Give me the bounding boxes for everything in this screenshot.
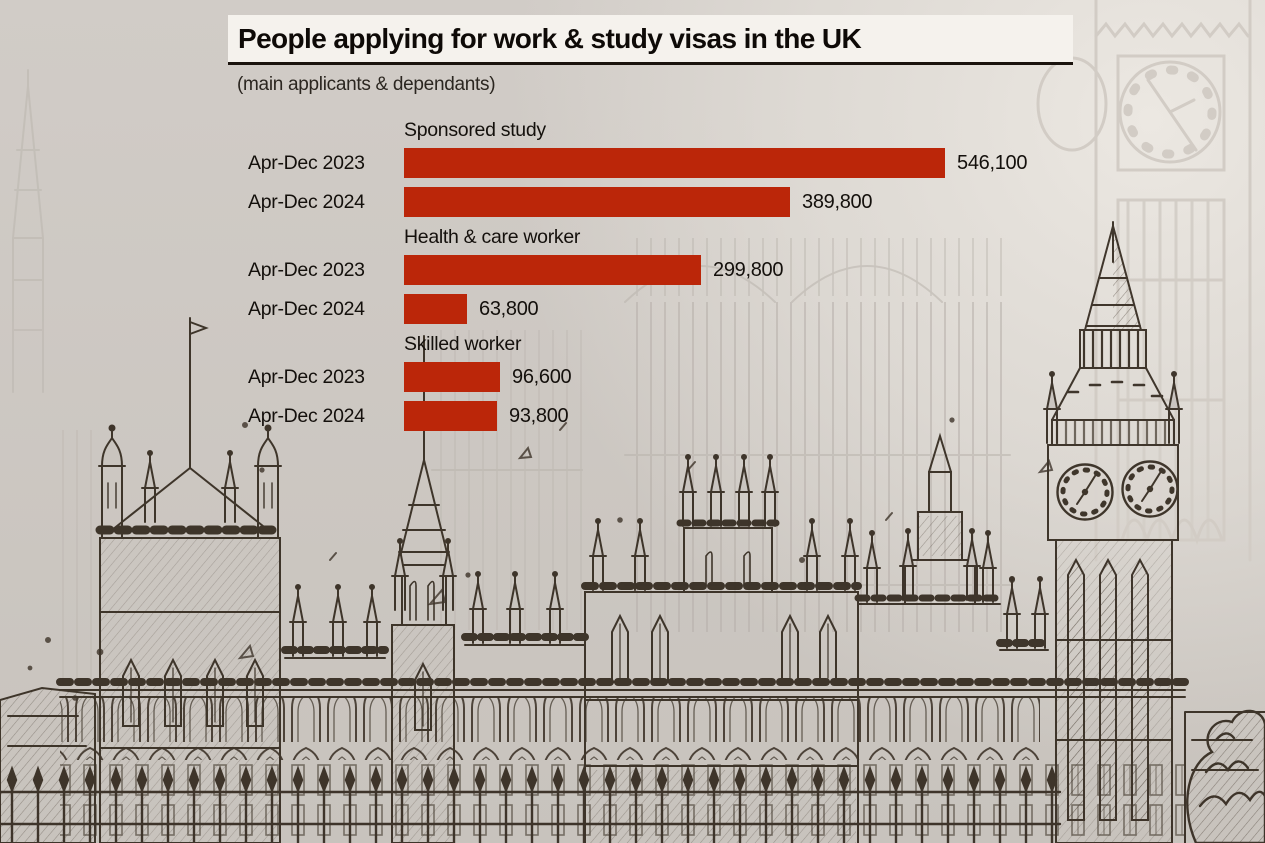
period-label: Apr-Dec 2024 (248, 298, 365, 320)
palace-facade-right (996, 576, 1052, 651)
value-label: 389,800 (802, 191, 873, 213)
chart-group-sponsored-study: Sponsored study Apr-Dec 2023 546,100 Apr… (248, 119, 1148, 217)
period-label: Apr-Dec 2024 (248, 191, 365, 213)
page-title: People applying for work & study visas i… (238, 23, 862, 54)
big-ben-tower (1043, 221, 1183, 843)
palace-facade-left (281, 584, 389, 659)
group-label: Health & care worker (404, 226, 581, 248)
group-label: Sponsored study (404, 119, 546, 141)
stepped-tower (854, 432, 1004, 605)
palace-facade-mid (461, 571, 589, 646)
chart-title-bar: People applying for work & study visas i… (228, 15, 1073, 65)
facade-band (56, 678, 1189, 843)
bar-row: Apr-Dec 2023 299,800 (248, 255, 1148, 285)
value-label: 93,800 (509, 405, 569, 427)
period-label: Apr-Dec 2024 (248, 405, 365, 427)
bar-chart: Sponsored study Apr-Dec 2023 546,100 Apr… (248, 119, 1148, 440)
period-label: Apr-Dec 2023 (248, 259, 365, 281)
bar-skilled-worker-2024 (404, 401, 497, 431)
value-label: 63,800 (479, 298, 539, 320)
bar-health-care-2024 (404, 294, 467, 324)
tree-scribble (1186, 709, 1265, 843)
bar-row: Apr-Dec 2023 96,600 (248, 362, 1148, 392)
chart-group-health-care-worker: Health & care worker Apr-Dec 2023 299,80… (248, 226, 1148, 324)
ink-scatter (27, 417, 1054, 701)
bar-row: Apr-Dec 2023 546,100 (248, 148, 1148, 178)
chart-subtitle: (main applicants & dependants) (237, 74, 496, 95)
period-label: Apr-Dec 2023 (248, 152, 365, 174)
bar-row: Apr-Dec 2024 63,800 (248, 294, 1148, 324)
bar-row: Apr-Dec 2024 389,800 (248, 187, 1148, 217)
foreground-fence (0, 767, 1062, 843)
bar-row: Apr-Dec 2024 93,800 (248, 401, 1148, 431)
value-label: 96,600 (512, 366, 572, 388)
bar-sponsored-study-2024 (404, 187, 790, 217)
bar-sponsored-study-2023 (404, 148, 945, 178)
value-label: 299,800 (713, 259, 784, 281)
period-label: Apr-Dec 2023 (248, 366, 365, 388)
group-label: Skilled worker (404, 333, 522, 355)
bar-skilled-worker-2023 (404, 362, 500, 392)
bar-health-care-2023 (404, 255, 701, 285)
value-label: 546,100 (957, 152, 1028, 174)
chart-group-skilled-worker: Skilled worker Apr-Dec 2023 96,600 Apr-D… (248, 333, 1148, 431)
skyline-ink-layer (0, 221, 1265, 843)
